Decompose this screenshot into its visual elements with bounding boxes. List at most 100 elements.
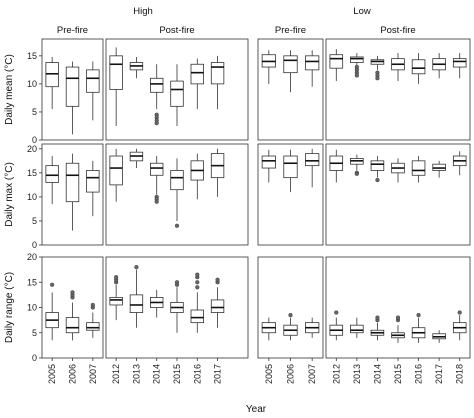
outlier-point bbox=[354, 171, 359, 176]
outlier-point bbox=[375, 315, 380, 320]
group-label-low: Low bbox=[353, 6, 371, 17]
x-tick-label-2015: 2015 bbox=[393, 364, 403, 384]
y-tick-label: 10 bbox=[27, 303, 37, 313]
panel-frame-low-pre-row-2 bbox=[257, 256, 324, 359]
panel-frame-low-post-row-0 bbox=[325, 38, 471, 141]
box-low-2012 bbox=[329, 54, 344, 69]
y-tick-label: 5 bbox=[32, 328, 37, 338]
outlier-point bbox=[375, 76, 380, 81]
strip-label-high-pre: Pre-fire bbox=[57, 25, 88, 36]
x-tick-label-2007: 2007 bbox=[307, 364, 317, 384]
y-tick-label: 0 bbox=[32, 353, 37, 363]
outlier-point bbox=[354, 73, 359, 78]
box-high-2014 bbox=[150, 162, 164, 176]
box-low-2006 bbox=[283, 155, 298, 179]
outlier-point bbox=[114, 275, 119, 280]
x-axis-label: Year bbox=[246, 404, 267, 415]
panel-frame-low-post-row-1 bbox=[325, 143, 471, 246]
x-tick-label-2016: 2016 bbox=[414, 364, 424, 384]
panel-frame-low-pre-row-1 bbox=[257, 143, 324, 246]
box-high-2007 bbox=[86, 322, 100, 331]
outlier-point bbox=[50, 282, 55, 287]
y-tick-label: 5 bbox=[32, 107, 37, 117]
box-high-2017 bbox=[210, 299, 225, 313]
box-high-2016 bbox=[190, 63, 204, 85]
box-high-2006 bbox=[65, 66, 80, 107]
box-high-2014 bbox=[150, 77, 164, 93]
outlier-point bbox=[288, 312, 293, 318]
y-axis-label-row-2: Daily range (°C) bbox=[4, 272, 15, 343]
box-high-2006 bbox=[65, 162, 80, 203]
x-tick-label-2006: 2006 bbox=[68, 364, 78, 384]
y-axis-label-row-0: Daily mean (°C) bbox=[4, 54, 15, 125]
y-tick-label: 0 bbox=[32, 240, 37, 250]
box-high-2016 bbox=[190, 309, 204, 324]
box-low-2013 bbox=[350, 56, 364, 63]
outlier-point bbox=[154, 121, 159, 126]
panel-frame-high-post-row-0 bbox=[105, 38, 249, 141]
outlier-point bbox=[416, 312, 421, 318]
x-tick-label-2018: 2018 bbox=[455, 364, 465, 384]
outlier-point bbox=[375, 177, 380, 183]
box-low-2016 bbox=[411, 160, 426, 176]
x-tick-label-2012: 2012 bbox=[331, 364, 341, 384]
y-tick-label: 20 bbox=[27, 144, 37, 154]
x-tick-label-2014: 2014 bbox=[152, 364, 162, 384]
panel-frame-low-pre-row-0 bbox=[257, 38, 324, 141]
box-high-2013 bbox=[129, 294, 144, 313]
x-tick-label-2005: 2005 bbox=[47, 364, 57, 384]
outlier-point bbox=[334, 310, 339, 315]
x-tick-label-2017: 2017 bbox=[213, 364, 223, 384]
box-low-2018 bbox=[452, 58, 467, 68]
box-low-2007 bbox=[305, 55, 320, 71]
strip-label-high-post: Post-fire bbox=[159, 25, 194, 36]
outlier-point bbox=[215, 277, 220, 282]
x-tick-label-2015: 2015 bbox=[172, 364, 182, 384]
y-tick-label: 10 bbox=[27, 192, 37, 202]
box-high-2006 bbox=[65, 317, 80, 334]
box-high-2012 bbox=[109, 296, 123, 306]
outlier-point bbox=[195, 285, 200, 290]
strip-label-low-pre: Pre-fire bbox=[275, 25, 306, 36]
y-tick-label: 20 bbox=[27, 252, 37, 262]
box-low-2014 bbox=[370, 160, 385, 171]
y-tick-label: 0 bbox=[32, 135, 37, 145]
panel-frame-high-pre-row-1 bbox=[41, 143, 104, 246]
group-label-high: High bbox=[133, 6, 153, 17]
outlier-point bbox=[395, 315, 401, 320]
outlier-point bbox=[195, 280, 200, 285]
outlier-point bbox=[174, 280, 180, 285]
panel-frame-high-pre-row-0 bbox=[41, 38, 104, 141]
y-tick-label: 5 bbox=[32, 216, 37, 226]
box-high-2017 bbox=[210, 62, 225, 85]
box-high-2005 bbox=[45, 165, 59, 183]
x-tick-label-2014: 2014 bbox=[372, 364, 382, 384]
box-low-2013 bbox=[350, 324, 364, 334]
y-tick-label: 10 bbox=[27, 79, 37, 89]
x-tick-label-2013: 2013 bbox=[352, 364, 362, 384]
outlier-point bbox=[174, 223, 180, 228]
panel-frame-high-post-row-1 bbox=[105, 143, 249, 246]
outlier-point bbox=[70, 290, 75, 295]
outlier-point bbox=[457, 310, 462, 315]
x-tick-label-2012: 2012 bbox=[111, 364, 121, 384]
x-tick-label-2006: 2006 bbox=[286, 364, 296, 384]
y-tick-label: 15 bbox=[27, 168, 37, 178]
x-tick-label-2005: 2005 bbox=[264, 364, 274, 384]
box-low-2007 bbox=[305, 153, 320, 167]
box-high-2015 bbox=[170, 80, 184, 107]
box-high-2012 bbox=[109, 55, 123, 90]
x-tick-label-2016: 2016 bbox=[192, 364, 202, 384]
x-tick-label-2007: 2007 bbox=[88, 364, 98, 384]
box-high-2015 bbox=[170, 170, 184, 191]
box-high-2012 bbox=[109, 155, 123, 186]
box-low-2005 bbox=[261, 155, 276, 169]
y-tick-label: 15 bbox=[27, 277, 37, 287]
box-high-2005 bbox=[45, 62, 59, 88]
box-high-2007 bbox=[86, 69, 100, 93]
strip-label-low-post: Post-fire bbox=[380, 25, 415, 36]
outlier-point bbox=[90, 302, 95, 308]
x-tick-label-2013: 2013 bbox=[131, 364, 141, 384]
